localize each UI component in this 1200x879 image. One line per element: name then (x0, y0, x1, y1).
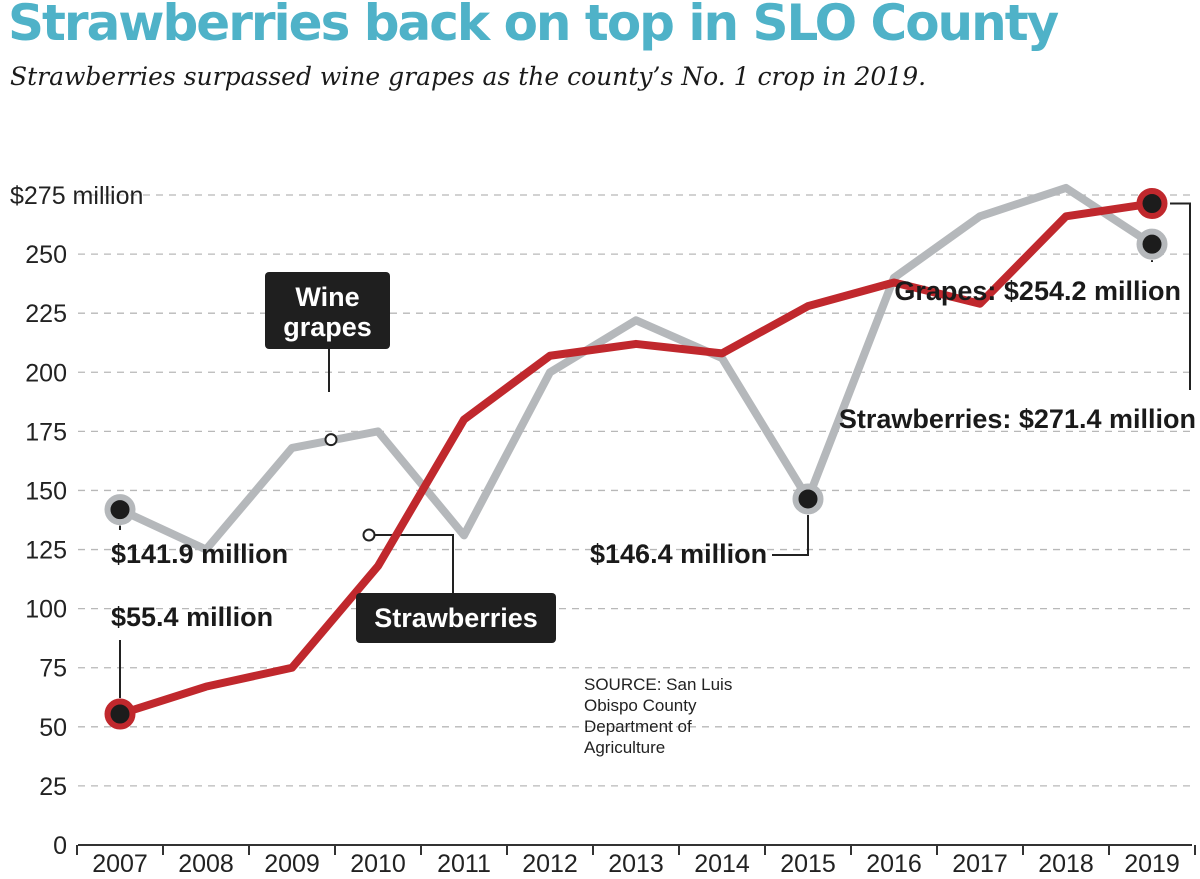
x-tick-label-2012: 2012 (522, 850, 578, 878)
y-tick-label-250: 250 (25, 241, 67, 269)
x-tick-label-2017: 2017 (952, 850, 1008, 878)
wine-grapes-label-anchor (324, 433, 338, 447)
series-points (104, 188, 1168, 730)
source-line-3: Department of (584, 717, 692, 736)
source-line-2: Obispo County (584, 696, 697, 715)
annotation-strawberries-2007: $55.4 million (111, 602, 273, 632)
y-tick-label-225: 225 (25, 300, 67, 328)
y-tick-label-25: 25 (39, 773, 67, 801)
x-tick-label-2008: 2008 (178, 850, 234, 878)
annotation-strawberries-2019: Strawberries: $271.4 million (839, 404, 1196, 434)
source-line-4: Agriculture (584, 738, 665, 757)
x-tick-label-2011: 2011 (437, 850, 491, 878)
leader-grapes-2015 (772, 514, 809, 556)
series-lines (116, 183, 1156, 719)
leader-strawberries-2019 (1170, 202, 1191, 390)
strawberries-label-anchor (362, 528, 376, 542)
x-tick-label-2014: 2014 (694, 850, 750, 878)
value-annotations: $141.9 million $55.4 million $146.4 mill… (111, 276, 1196, 632)
x-tick-label-2010: 2010 (350, 850, 406, 878)
point-strawberries-2019 (1136, 188, 1168, 220)
annotation-grapes-2019: Grapes: $254.2 million (894, 276, 1181, 306)
wine-grapes-label-box (265, 272, 390, 349)
chart-title: Strawberries back on top in SLO County (8, 0, 1059, 52)
y-tick-label-200: 200 (25, 359, 67, 387)
source-line-1: SOURCE: San Luis (584, 675, 732, 694)
y-tick-label-125: 125 (25, 537, 67, 565)
series-labels: Wine grapes Strawberries (265, 272, 556, 643)
x-tick-label-2018: 2018 (1038, 850, 1094, 878)
strawberries-label: Strawberries (374, 603, 538, 633)
x-tick-label-2013: 2013 (608, 850, 664, 878)
y-tick-label-150: 150 (25, 477, 67, 505)
x-tick-label-2015: 2015 (780, 850, 836, 878)
series-line-strawberries (116, 199, 1156, 719)
x-tick-label-2007: 2007 (92, 850, 148, 878)
series-line-wine-grapes (116, 183, 1156, 554)
y-tick-label-175: 175 (25, 418, 67, 446)
point-grapes-2019 (1136, 228, 1168, 260)
point-strawberries-2007 (104, 698, 136, 730)
annotation-grapes-2015: $146.4 million (590, 539, 767, 569)
source-note: SOURCE: San Luis Obispo County Departmen… (584, 675, 732, 757)
point-grapes-2007 (104, 494, 136, 526)
y-tick-label-75: 75 (39, 655, 67, 683)
y-tick-label-0: 0 (53, 832, 67, 860)
x-tick-label-2009: 2009 (264, 850, 320, 878)
gridlines (78, 194, 1192, 787)
y-tick-label-275: $275 million (10, 182, 143, 210)
y-tick-label-100: 100 (25, 596, 67, 624)
x-tick-label-2016: 2016 (866, 850, 922, 878)
wine-grapes-label-line-2: grapes (283, 312, 372, 342)
point-grapes-2015 (792, 483, 824, 515)
x-tick-label-2019: 2019 (1124, 850, 1180, 878)
y-tick-label-50: 50 (39, 714, 67, 742)
annotation-grapes-2007: $141.9 million (111, 539, 288, 569)
chart-subtitle: Strawberries surpassed wine grapes as th… (10, 62, 927, 91)
axes: 0 25 50 75 100 125 150 175 200 225 250 $275 million… (10, 182, 1196, 878)
wine-grapes-label-line-1: Wine (295, 282, 359, 312)
strawberries-label-box (356, 593, 556, 643)
